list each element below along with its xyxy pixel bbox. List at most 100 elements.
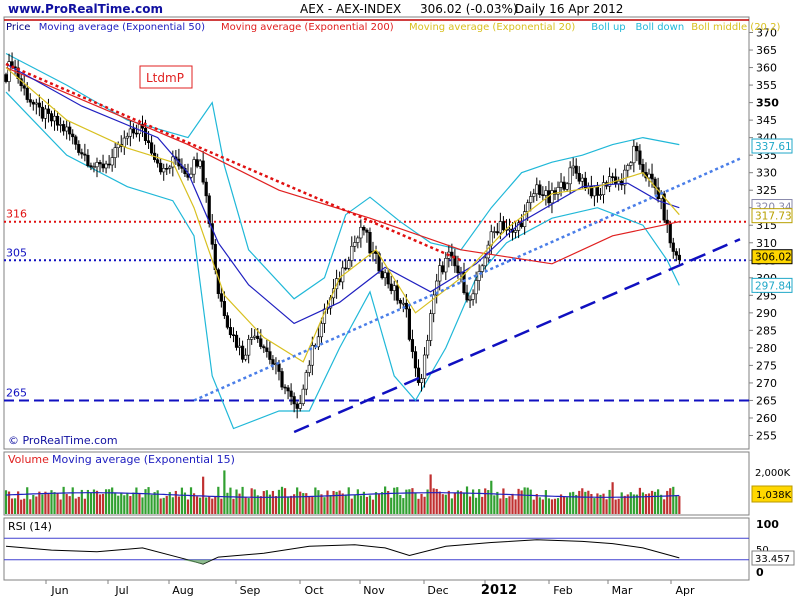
volume-bar	[26, 487, 29, 514]
volume-bar	[159, 498, 162, 514]
volume-bar	[511, 493, 514, 514]
x-tick-label: 2012	[481, 583, 517, 598]
value-flag	[751, 277, 793, 293]
volume-bar	[614, 499, 617, 514]
volume-bar	[553, 498, 557, 514]
volume-bar	[265, 490, 268, 514]
volume-bar	[114, 492, 117, 514]
candle-body	[501, 221, 506, 231]
candle-body	[262, 346, 266, 349]
annotation-box[interactable]	[139, 65, 193, 89]
volume-bar	[578, 490, 581, 514]
volume-bar	[308, 496, 311, 514]
volume-bar	[402, 498, 405, 514]
volume-bar	[38, 491, 41, 514]
volume-bar	[83, 498, 86, 514]
volume-bar	[365, 496, 369, 514]
site-title[interactable]: www.ProRealTime.com	[8, 2, 163, 16]
candle-body	[289, 390, 293, 397]
candle-body	[489, 231, 493, 246]
volume-bar	[101, 493, 105, 514]
trendline-dashed[interactable]	[293, 238, 741, 434]
candle-body	[156, 159, 160, 164]
candle-body	[149, 142, 154, 154]
candle-body	[101, 163, 105, 169]
volume-bar	[7, 491, 11, 514]
volume-bar	[41, 494, 44, 514]
volume-bar	[490, 480, 493, 514]
candle-body	[225, 315, 230, 328]
volume-bar	[456, 490, 460, 514]
candle-body	[571, 165, 575, 169]
volume-bar	[447, 490, 450, 514]
candle-body	[507, 228, 512, 231]
volume-bar	[617, 498, 620, 514]
legend-entry: Boll middle (20,2)	[691, 22, 780, 33]
volume-last-value: 1,038K	[756, 490, 792, 501]
volume-bar	[280, 486, 284, 514]
candle-body	[562, 181, 566, 190]
x-axis: Jun Jul Aug Sep Oct Nov Dec 2012 Feb Mar Apr	[45, 580, 695, 598]
candle-body	[544, 190, 548, 196]
y-tick-label: 360	[756, 62, 777, 75]
volume-bar	[374, 492, 378, 514]
volume-bar	[50, 490, 53, 514]
price-panel	[3, 16, 750, 450]
candle-body	[286, 387, 290, 392]
candle-body	[450, 251, 454, 257]
candle-body	[110, 157, 114, 166]
volume-bar	[305, 493, 308, 514]
level-label-305: 305	[6, 246, 27, 259]
candle-body	[168, 166, 172, 169]
candle-body	[143, 127, 148, 141]
volume-bar	[323, 497, 326, 514]
candle-body	[310, 345, 314, 366]
trendline-dotted[interactable]	[5, 62, 462, 262]
volume-bar	[417, 498, 420, 514]
volume-bar	[529, 489, 532, 514]
x-tick-label: Jul	[114, 584, 128, 597]
volume-bar	[56, 493, 59, 514]
rsi-tick-100: 100	[756, 518, 779, 531]
volume-bar	[238, 493, 241, 514]
volume-bar	[80, 489, 83, 514]
candle-body	[529, 196, 533, 203]
volume-bar	[120, 492, 123, 514]
volume-bar	[350, 498, 353, 514]
volume-bar	[4, 490, 8, 514]
volume-bar	[435, 488, 438, 514]
rsi-last-value: 33.457	[755, 554, 790, 565]
candle-body	[247, 339, 251, 356]
candle-body	[31, 101, 35, 105]
volume-bar	[368, 495, 372, 514]
candle-body	[49, 113, 54, 122]
volume-bar	[268, 494, 271, 514]
volume-bar	[259, 496, 262, 514]
volume-bar	[508, 496, 511, 514]
volume-bar	[53, 492, 56, 514]
candle-body	[635, 145, 639, 152]
volume-bar	[484, 488, 487, 514]
candle-body	[532, 193, 536, 197]
candle-body	[55, 115, 60, 126]
candle-body	[632, 145, 636, 164]
volume-bar	[584, 491, 587, 514]
candle-body	[134, 132, 139, 135]
volume-bar	[229, 487, 232, 514]
volume-bar	[192, 493, 196, 514]
volume-bar	[675, 495, 678, 514]
y-tick-label: 260	[756, 412, 777, 425]
volume-bar	[444, 494, 447, 514]
candle-body	[456, 265, 460, 274]
candle-body	[271, 359, 275, 365]
volume-bar	[150, 494, 153, 514]
value-flag	[751, 208, 793, 224]
volume-bar	[569, 492, 572, 514]
candle-body	[383, 272, 387, 279]
y-tick-label: 370	[756, 27, 777, 40]
volume-bar	[223, 470, 226, 514]
volume-bar	[623, 495, 626, 514]
candle-body	[407, 308, 411, 340]
